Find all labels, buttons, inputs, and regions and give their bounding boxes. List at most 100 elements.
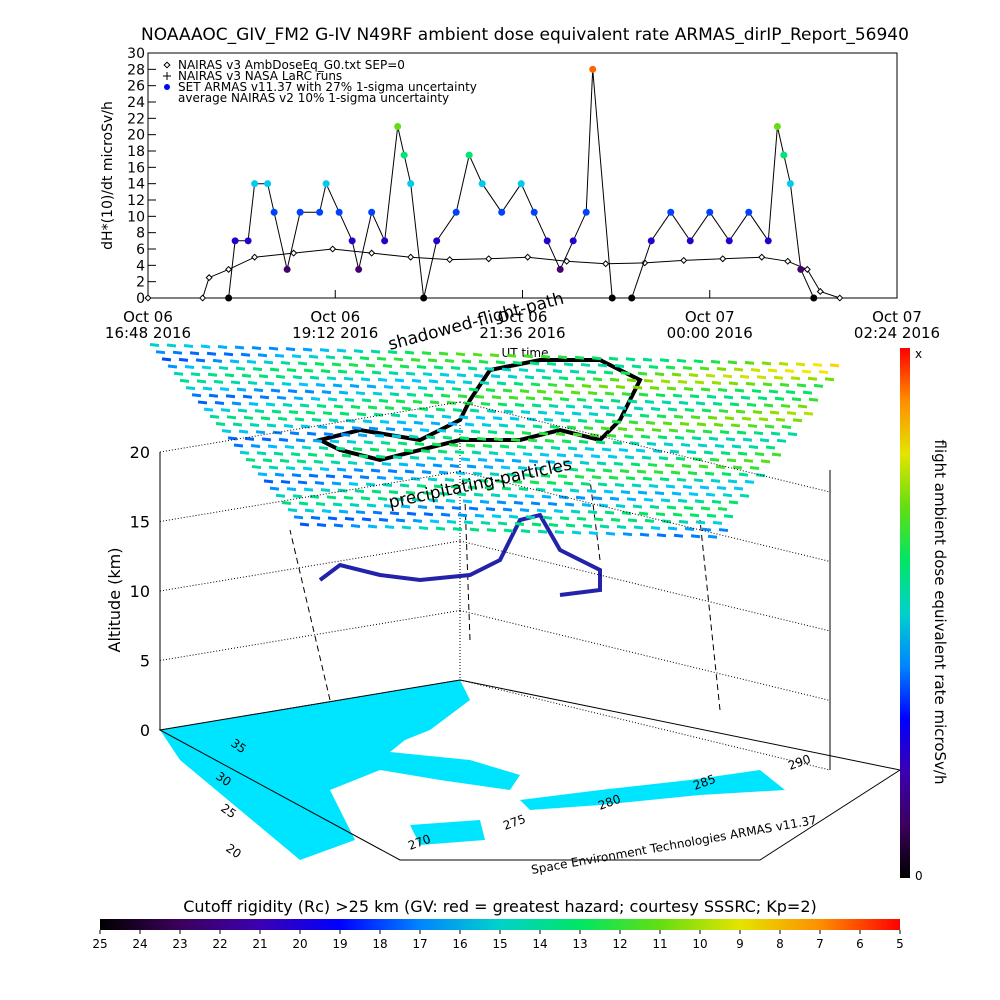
particle-cell <box>226 415 237 420</box>
particle-cell <box>608 356 619 361</box>
particle-cell <box>554 411 565 416</box>
particle-cell <box>371 370 382 375</box>
particle-cell <box>563 362 574 367</box>
particle-cell <box>431 442 442 447</box>
particle-cell <box>302 466 313 471</box>
particle-cell <box>507 493 518 498</box>
particle-cell <box>583 426 594 431</box>
particle-cell <box>637 490 648 495</box>
particle-cell <box>795 362 806 367</box>
colorbar-tick-label: 23 <box>172 937 187 951</box>
particle-cell <box>677 379 688 384</box>
colorbar-tick-label: 6 <box>856 937 864 951</box>
particle-cell <box>292 375 303 380</box>
colorbar-vertical <box>900 348 910 878</box>
particle-cell <box>568 467 579 472</box>
particle-cell <box>351 426 362 431</box>
particle-cell <box>348 362 359 367</box>
legend-marker <box>163 72 171 80</box>
particle-cell <box>326 376 337 381</box>
particle-cell <box>429 519 440 524</box>
particle-cell <box>493 437 504 442</box>
particle-cell <box>497 402 508 407</box>
particle-cell <box>462 380 473 385</box>
particle-cell <box>565 523 576 528</box>
particle-cell <box>652 449 663 454</box>
point <box>407 180 415 188</box>
point <box>667 208 675 216</box>
particle-cell <box>423 393 434 398</box>
particle-cell <box>394 378 405 383</box>
particle-cell <box>353 468 364 473</box>
particle-cell <box>404 350 415 355</box>
particle-cell <box>487 430 498 435</box>
particle-cell <box>358 454 369 459</box>
point <box>290 249 298 257</box>
particle-cell <box>718 528 729 533</box>
particle-cell <box>787 432 798 437</box>
particle-cell <box>651 428 662 433</box>
particle-cell <box>515 423 526 428</box>
particle-cell <box>802 390 813 395</box>
particle-cell <box>267 444 278 449</box>
particle-cell <box>736 430 747 435</box>
particle-cell <box>362 419 373 424</box>
particle-cell <box>707 534 718 539</box>
particle-cell <box>733 486 744 491</box>
particle-cell <box>289 431 300 436</box>
particle-cell <box>548 403 559 408</box>
colorbar-tick-label: 15 <box>492 937 507 951</box>
particle-cell <box>338 390 349 395</box>
particle-cell <box>480 520 491 525</box>
particle-cell <box>525 515 536 520</box>
particle-cell <box>656 414 667 419</box>
particle-cell <box>341 453 352 458</box>
particle-cell <box>333 523 344 528</box>
particle-cell <box>574 355 585 360</box>
y-tick-label: 16 <box>127 160 145 176</box>
particle-cell <box>250 444 261 449</box>
x-axis-label: UT time <box>501 346 548 360</box>
series-line <box>148 248 840 299</box>
particle-cell <box>344 397 355 402</box>
particle-cell <box>439 491 450 496</box>
particle-cell <box>601 447 612 452</box>
particle-cell <box>529 480 540 485</box>
particle-cell <box>346 439 357 444</box>
particle-cell <box>452 527 463 532</box>
particle-cell <box>510 437 521 442</box>
point <box>400 151 408 159</box>
particle-cell <box>459 436 470 441</box>
particle-cell <box>257 353 268 358</box>
particle-cell <box>759 438 770 443</box>
particle-cell <box>395 399 406 404</box>
particle-cell <box>384 406 395 411</box>
particle-cell <box>680 442 691 447</box>
particle-cell <box>350 524 361 529</box>
particle-cell <box>446 400 457 405</box>
particle-cell <box>790 376 801 381</box>
particle-cell <box>466 464 477 469</box>
z-tick-label: 10 <box>130 582 150 601</box>
particle-cell <box>400 385 411 390</box>
particle-cell <box>485 388 496 393</box>
particle-cell <box>550 446 561 451</box>
point <box>758 253 766 261</box>
point <box>283 265 291 273</box>
particle-cell <box>520 529 531 534</box>
particle-cell <box>417 386 428 391</box>
particle-cell <box>479 499 490 504</box>
particle-cell <box>567 446 578 451</box>
particle-cell <box>256 451 267 456</box>
particle-cell <box>474 394 485 399</box>
particle-cell <box>557 474 568 479</box>
particle-cell <box>540 473 551 478</box>
particle-cell <box>609 496 620 501</box>
particle-cell <box>757 396 768 401</box>
particle-cell <box>233 443 244 448</box>
particle-cell <box>314 361 325 366</box>
colorbar-tick-label: 11 <box>652 937 667 951</box>
particle-cell <box>293 515 304 520</box>
particle-cell <box>522 452 533 457</box>
